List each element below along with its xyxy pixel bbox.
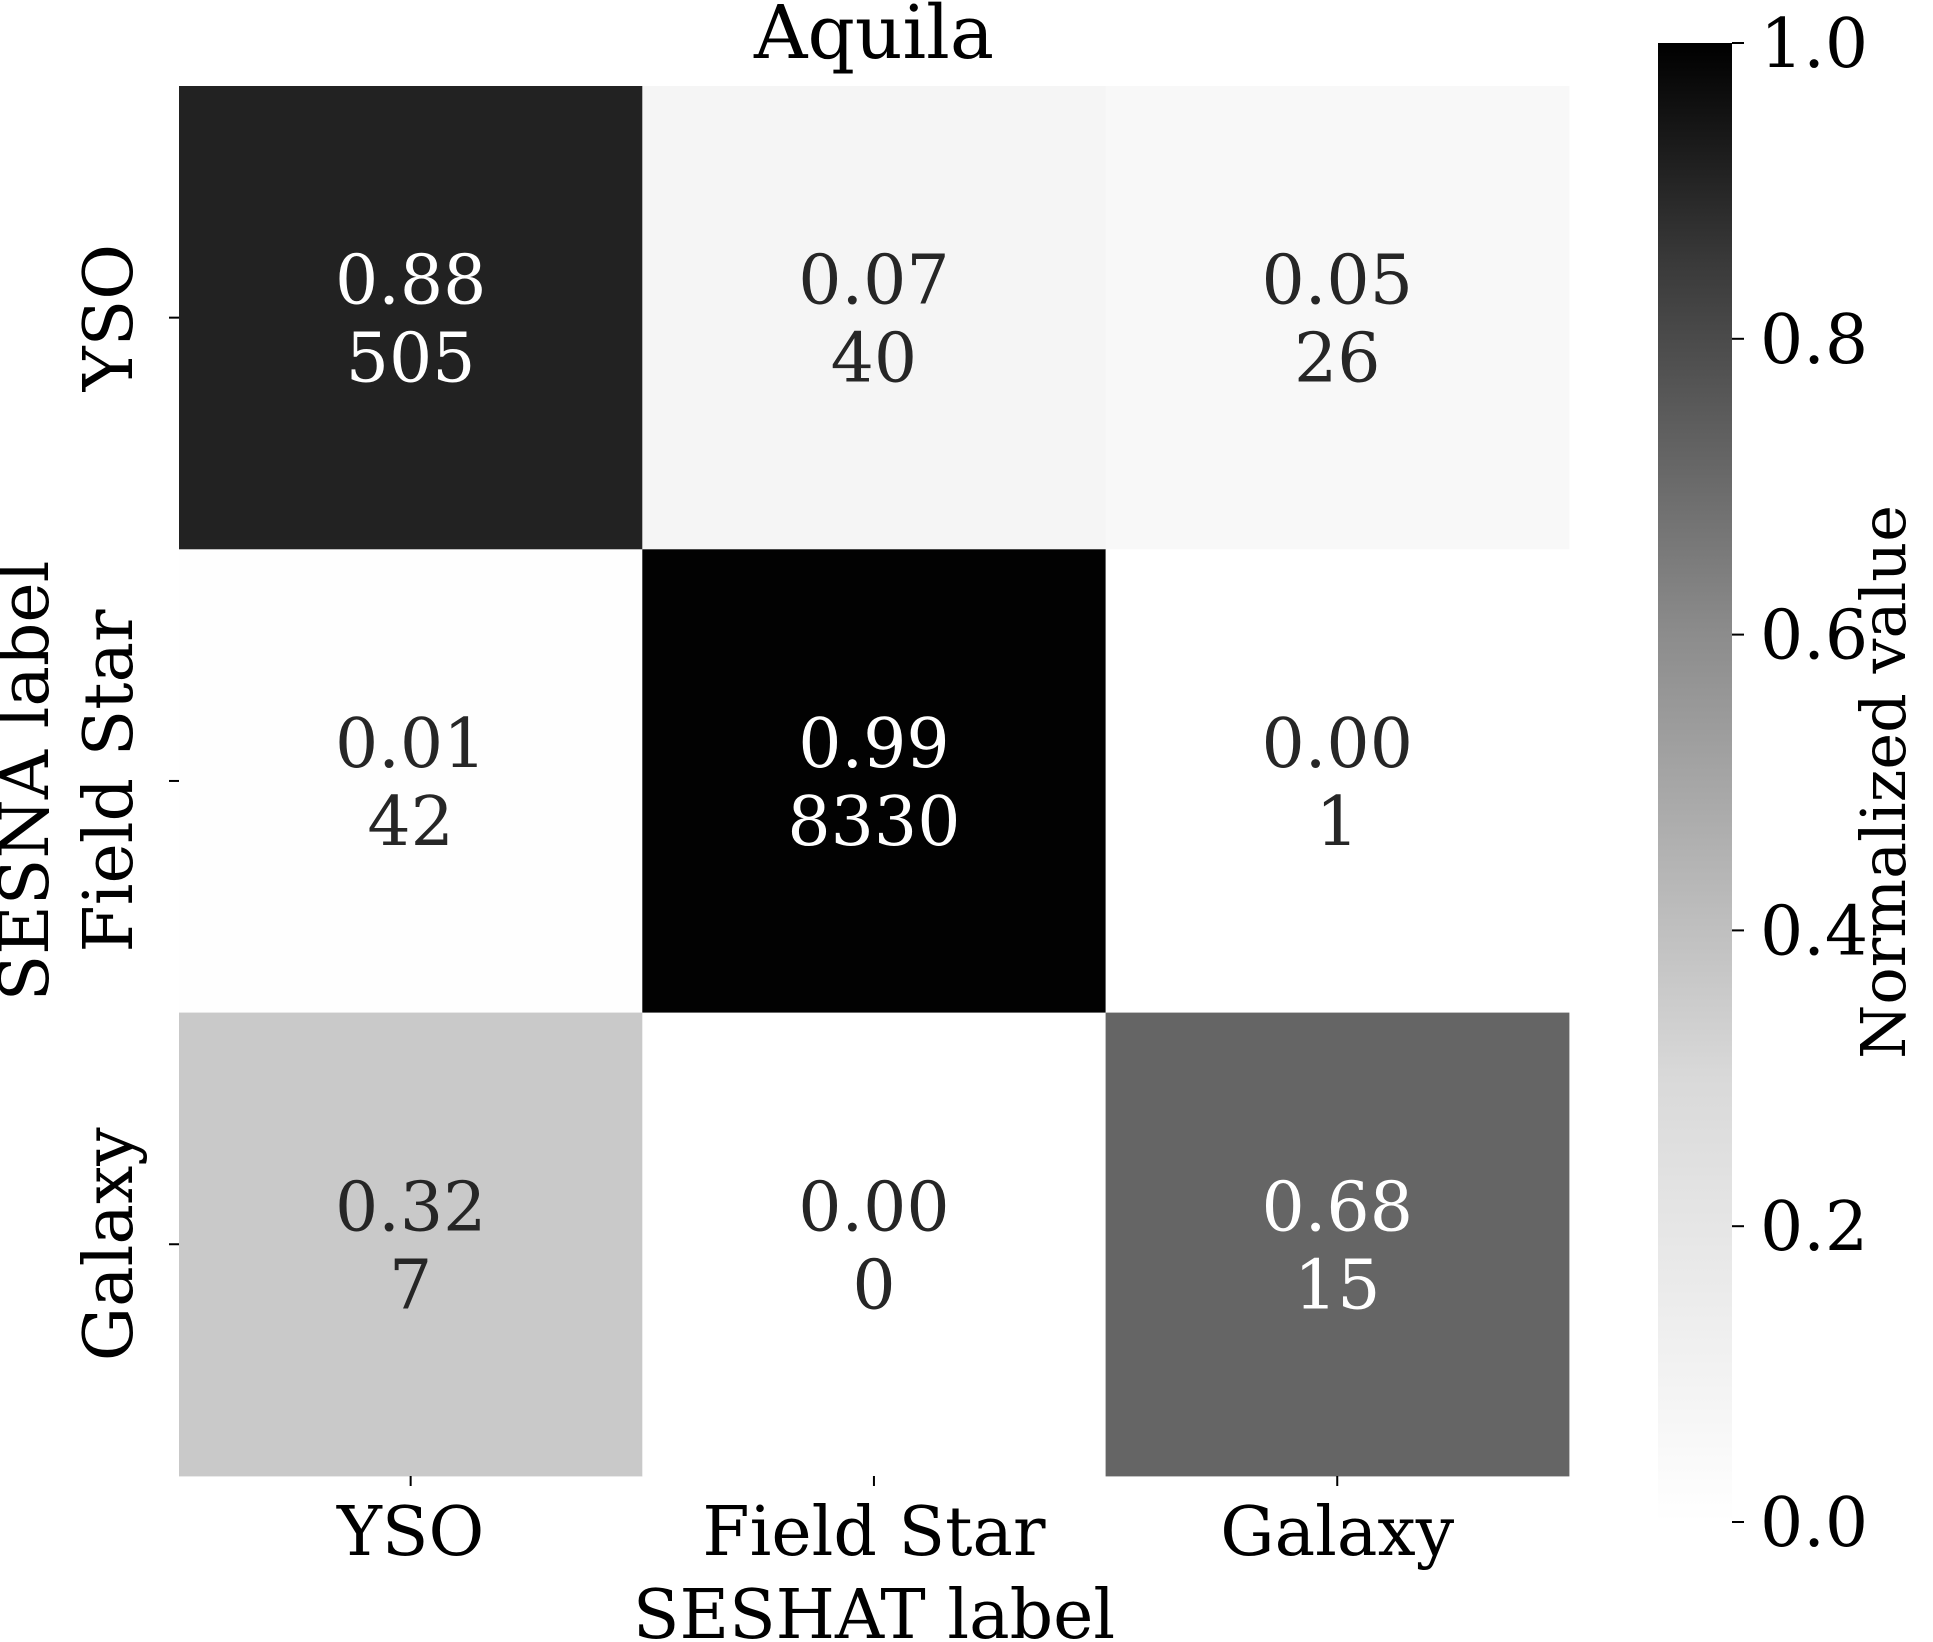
heatmap-cell [179, 549, 643, 1014]
heatmap-cell [1105, 1012, 1570, 1477]
colorbar-tick-label: 0.0 [1760, 1484, 1868, 1563]
colorbar-tick-label: 0.6 [1760, 597, 1868, 676]
cell-count-label: 0 [852, 1246, 895, 1325]
heatmap-cell [1105, 86, 1570, 550]
colorbar-label: Normalized value [1847, 505, 1920, 1059]
cell-count-label: 40 [831, 320, 918, 399]
cell-normalized-label: 0.07 [798, 242, 949, 321]
x-tick-label: YSO [336, 1493, 484, 1572]
colorbar [1658, 43, 1732, 1522]
y-tick-label: Galaxy [70, 1127, 149, 1362]
x-axis-label: SESHAT label [633, 1576, 1115, 1642]
chart-title: Aquila [753, 0, 994, 76]
colorbar-tick-label: 1.0 [1760, 5, 1868, 84]
y-tick-label: YSO [70, 244, 149, 392]
cell-count-label: 26 [1294, 320, 1381, 399]
colorbar-tick-label: 0.2 [1760, 1188, 1868, 1267]
x-tick-label: Galaxy [1220, 1493, 1455, 1572]
colorbar-tick-label: 0.4 [1760, 892, 1868, 971]
cell-normalized-label: 0.05 [1262, 242, 1413, 321]
cell-normalized-label: 0.32 [335, 1168, 486, 1247]
cell-normalized-label: 0.01 [335, 705, 486, 784]
heatmap-cell [179, 1012, 643, 1477]
cell-count-label: 1 [1316, 783, 1359, 862]
colorbar-tick-label: 0.8 [1760, 301, 1868, 380]
heatmap-cell [642, 1012, 1107, 1477]
cell-count-label: 7 [389, 1246, 432, 1325]
heatmap-cell [1105, 549, 1570, 1014]
cell-count-label: 42 [367, 783, 454, 862]
heatmap-cell [642, 549, 1107, 1014]
cell-count-label: 8330 [787, 783, 960, 862]
y-axis-label: SESNA label [0, 561, 65, 1002]
cell-count-label: 505 [346, 320, 476, 399]
heatmap-cell [179, 86, 643, 550]
cell-count-label: 15 [1294, 1246, 1381, 1325]
x-tick-label: Field Star [702, 1493, 1046, 1572]
cell-normalized-label: 0.99 [798, 705, 949, 784]
cell-normalized-label: 0.68 [1262, 1168, 1413, 1247]
cell-normalized-label: 0.88 [335, 242, 486, 321]
cell-normalized-label: 0.00 [798, 1168, 949, 1247]
y-tick-label: Field Star [70, 609, 149, 953]
cell-normalized-label: 0.00 [1262, 705, 1413, 784]
heatmap-cell [642, 86, 1107, 550]
